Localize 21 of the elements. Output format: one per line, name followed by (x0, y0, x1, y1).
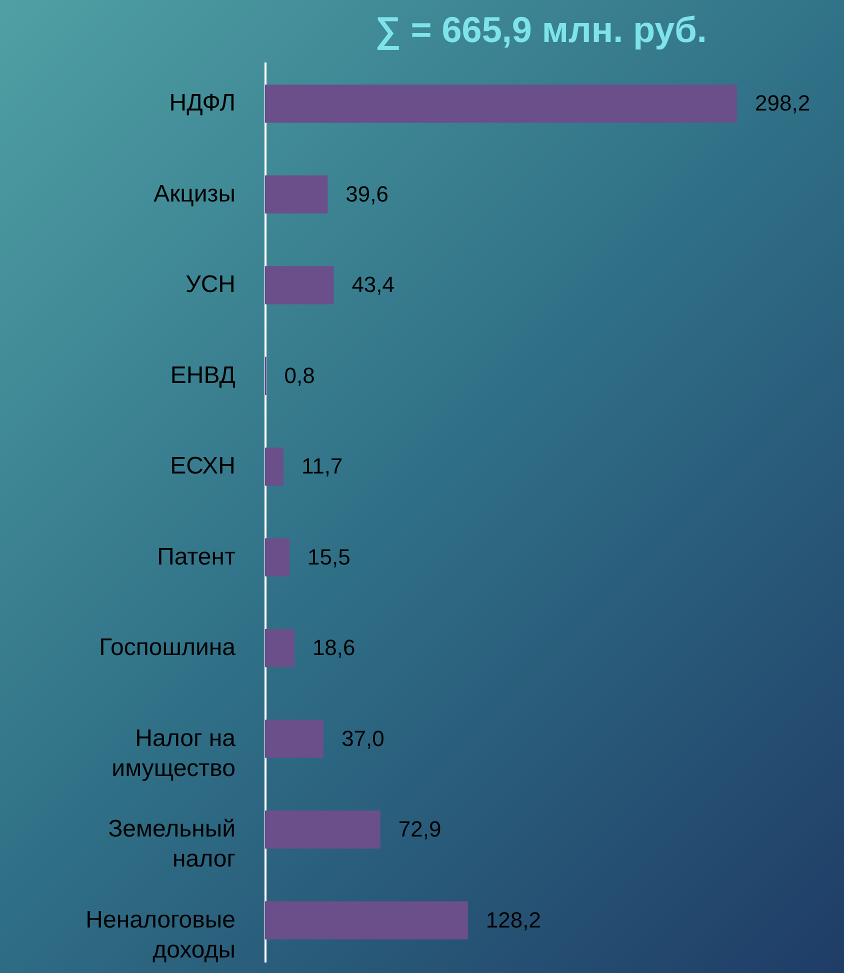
y-tick-label: ЕНВД (170, 362, 236, 389)
y-tick-label: Акцизы (154, 180, 236, 208)
data-label: 39,6 (346, 181, 389, 206)
data-label: 43,4 (352, 272, 395, 298)
y-tick-label: ЕСХН (170, 452, 236, 480)
data-label: 0,8 (284, 362, 315, 388)
data-label: 37,0 (342, 726, 384, 751)
data-label: 72,9 (398, 816, 442, 842)
y-tick-label: УСН (186, 271, 236, 298)
y-tick-label: Налог на имущество (112, 724, 236, 782)
y-tick-label: Земельный налог (108, 816, 236, 873)
y-tick-label: Патент (157, 543, 236, 570)
data-label: 298,2 (755, 90, 810, 116)
data-label: 15,5 (308, 544, 350, 570)
chart-title: ∑ = 665,9 млн. руб. (375, 9, 707, 50)
data-label: 128,2 (486, 907, 541, 932)
y-tick-label: НДФЛ (169, 90, 236, 117)
y-tick-label: Госпошлина (99, 634, 236, 662)
data-label: 18,6 (312, 635, 356, 660)
y-tick-label: Неналоговые доходы (86, 906, 236, 964)
data-label: 11,7 (302, 454, 343, 479)
